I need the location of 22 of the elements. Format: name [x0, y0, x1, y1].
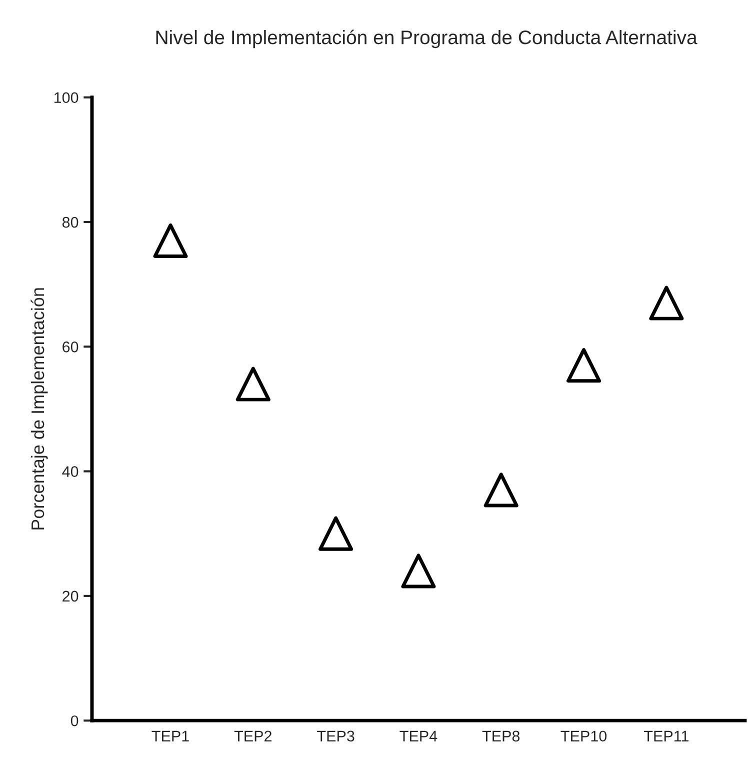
chart-title: Nivel de Implementación en Programa de Conducta Alternativa: [156, 30, 698, 48]
point: [318, 516, 354, 551]
y-tick-label: 100: [54, 92, 78, 104]
point: [153, 223, 188, 258]
y-tick-label: 40: [62, 466, 78, 477]
y-tick-label: 60: [62, 342, 78, 352]
point: [484, 472, 518, 508]
x-tick-label: TEP4: [400, 730, 438, 742]
point: [566, 348, 602, 383]
x-tick-label: TEP8: [482, 730, 520, 742]
y-tick-label: 0: [70, 715, 78, 726]
x-tick-label: TEP1: [152, 730, 189, 742]
x-tick-label: TEP2: [234, 730, 272, 742]
point: [236, 366, 270, 402]
y-tick-label: 20: [62, 590, 78, 602]
x-tick-label: TEP11: [644, 730, 688, 742]
point: [401, 554, 436, 588]
x-tick-label: TEP3: [317, 730, 354, 742]
y-tick-label: 80: [62, 216, 78, 228]
point: [649, 286, 684, 320]
y-axis-title: Porcentaje de Implementación: [30, 288, 48, 530]
x-tick-label: TEP10: [560, 730, 607, 742]
